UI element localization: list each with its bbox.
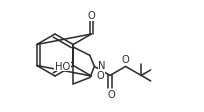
Text: N: N: [99, 61, 106, 71]
Text: O: O: [96, 70, 104, 80]
Text: HO: HO: [55, 61, 70, 71]
Text: O: O: [122, 55, 130, 65]
Text: O: O: [107, 90, 115, 100]
Text: O: O: [88, 11, 95, 21]
